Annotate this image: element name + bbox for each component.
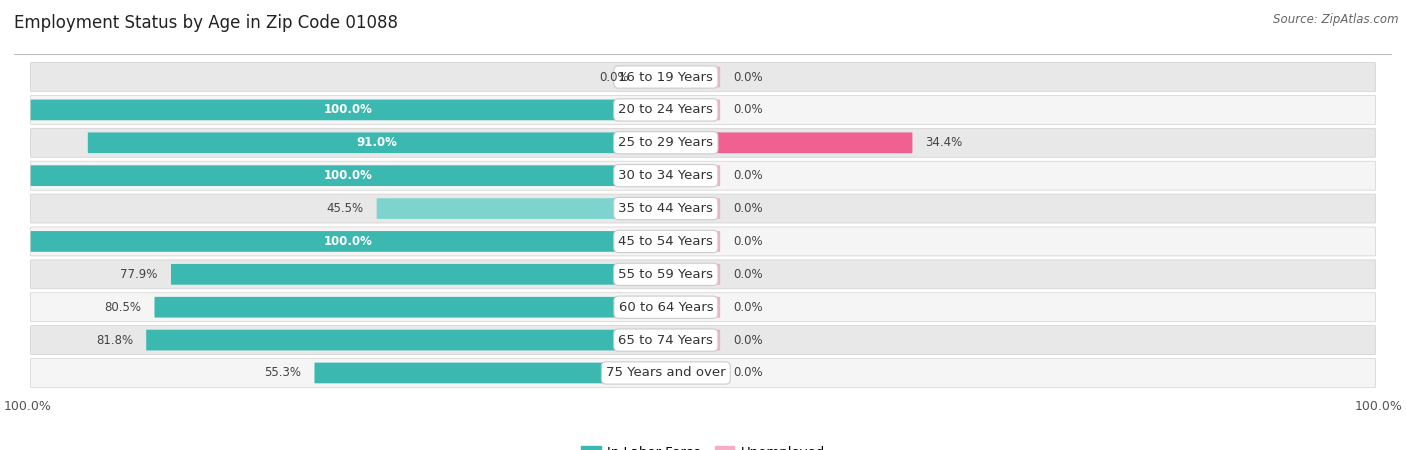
FancyBboxPatch shape bbox=[31, 293, 1375, 322]
FancyBboxPatch shape bbox=[31, 359, 1375, 387]
FancyBboxPatch shape bbox=[665, 363, 720, 383]
FancyBboxPatch shape bbox=[31, 95, 1375, 124]
FancyBboxPatch shape bbox=[665, 165, 720, 186]
Text: 16 to 19 Years: 16 to 19 Years bbox=[619, 71, 713, 84]
Text: 0.0%: 0.0% bbox=[734, 169, 763, 182]
Text: 25 to 29 Years: 25 to 29 Years bbox=[619, 136, 713, 149]
FancyBboxPatch shape bbox=[31, 165, 666, 186]
FancyBboxPatch shape bbox=[87, 132, 666, 153]
Text: 55 to 59 Years: 55 to 59 Years bbox=[619, 268, 713, 281]
Text: 100.0%: 100.0% bbox=[323, 235, 373, 248]
Text: 91.0%: 91.0% bbox=[357, 136, 398, 149]
FancyBboxPatch shape bbox=[31, 99, 666, 120]
Text: 45 to 54 Years: 45 to 54 Years bbox=[619, 235, 713, 248]
Text: 35 to 44 Years: 35 to 44 Years bbox=[619, 202, 713, 215]
FancyBboxPatch shape bbox=[665, 99, 720, 120]
FancyBboxPatch shape bbox=[665, 297, 720, 318]
Text: 0.0%: 0.0% bbox=[734, 366, 763, 379]
FancyBboxPatch shape bbox=[31, 128, 1375, 157]
FancyBboxPatch shape bbox=[31, 227, 1375, 256]
Text: 34.4%: 34.4% bbox=[925, 136, 963, 149]
FancyBboxPatch shape bbox=[377, 198, 666, 219]
FancyBboxPatch shape bbox=[665, 264, 720, 285]
FancyBboxPatch shape bbox=[665, 231, 720, 252]
Text: 30 to 34 Years: 30 to 34 Years bbox=[619, 169, 713, 182]
FancyBboxPatch shape bbox=[31, 326, 1375, 355]
Text: 20 to 24 Years: 20 to 24 Years bbox=[619, 104, 713, 117]
FancyBboxPatch shape bbox=[665, 330, 720, 351]
FancyBboxPatch shape bbox=[645, 67, 666, 87]
FancyBboxPatch shape bbox=[155, 297, 666, 318]
Text: 0.0%: 0.0% bbox=[734, 268, 763, 281]
FancyBboxPatch shape bbox=[665, 198, 720, 219]
Text: 65 to 74 Years: 65 to 74 Years bbox=[619, 333, 713, 346]
Text: 0.0%: 0.0% bbox=[734, 71, 763, 84]
Text: 45.5%: 45.5% bbox=[326, 202, 364, 215]
FancyBboxPatch shape bbox=[665, 67, 720, 87]
FancyBboxPatch shape bbox=[146, 330, 666, 351]
FancyBboxPatch shape bbox=[31, 161, 1375, 190]
Text: 0.0%: 0.0% bbox=[734, 301, 763, 314]
FancyBboxPatch shape bbox=[315, 363, 666, 383]
FancyBboxPatch shape bbox=[31, 63, 1375, 91]
Text: 0.0%: 0.0% bbox=[599, 71, 628, 84]
Text: 100.0%: 100.0% bbox=[323, 169, 373, 182]
Text: 75 Years and over: 75 Years and over bbox=[606, 366, 725, 379]
FancyBboxPatch shape bbox=[172, 264, 666, 285]
Text: 55.3%: 55.3% bbox=[264, 366, 301, 379]
FancyBboxPatch shape bbox=[31, 194, 1375, 223]
Text: 80.5%: 80.5% bbox=[104, 301, 141, 314]
Text: 60 to 64 Years: 60 to 64 Years bbox=[619, 301, 713, 314]
Text: 0.0%: 0.0% bbox=[734, 104, 763, 117]
Text: 0.0%: 0.0% bbox=[734, 202, 763, 215]
Legend: In Labor Force, Unemployed: In Labor Force, Unemployed bbox=[575, 441, 831, 450]
FancyBboxPatch shape bbox=[31, 231, 666, 252]
Text: 0.0%: 0.0% bbox=[734, 333, 763, 346]
Text: Source: ZipAtlas.com: Source: ZipAtlas.com bbox=[1274, 14, 1399, 27]
FancyBboxPatch shape bbox=[31, 260, 1375, 289]
Text: Employment Status by Age in Zip Code 01088: Employment Status by Age in Zip Code 010… bbox=[14, 14, 398, 32]
Text: 81.8%: 81.8% bbox=[96, 333, 134, 346]
Text: 0.0%: 0.0% bbox=[734, 235, 763, 248]
Text: 100.0%: 100.0% bbox=[323, 104, 373, 117]
FancyBboxPatch shape bbox=[665, 132, 912, 153]
Text: 77.9%: 77.9% bbox=[121, 268, 157, 281]
